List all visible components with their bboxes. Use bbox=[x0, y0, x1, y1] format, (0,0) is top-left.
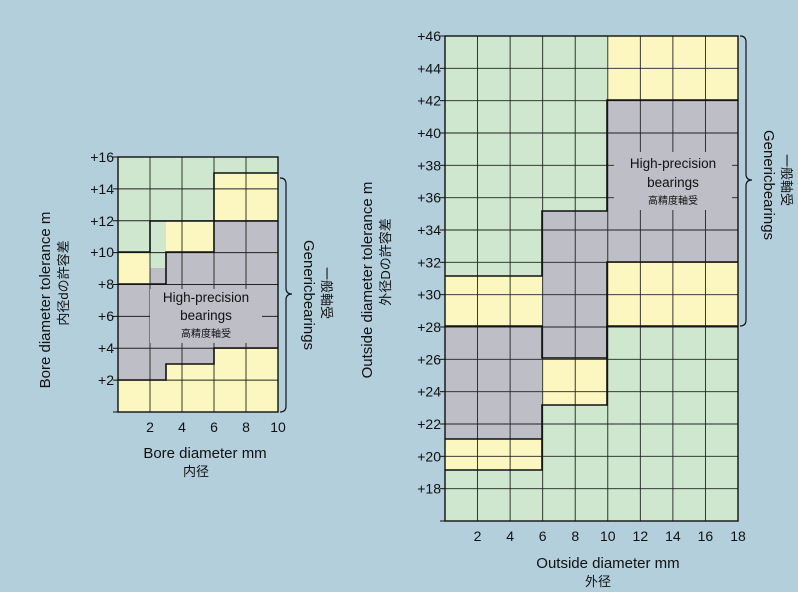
right-y-tick: +34 bbox=[417, 222, 441, 238]
grid-frame bbox=[444, 35, 739, 522]
right-y-tick: +22 bbox=[417, 416, 441, 432]
left-region-yellow-upper bbox=[118, 173, 278, 284]
left-x-ticks: 2 4 6 8 10 bbox=[146, 419, 286, 435]
right-x-tick: 8 bbox=[571, 528, 579, 544]
right-x-tick: 12 bbox=[633, 528, 649, 544]
right-x-tick: 14 bbox=[665, 528, 681, 544]
right-y-axis-label-jp: 外径Dの許容差 bbox=[378, 218, 393, 305]
right-y-tick: +46 bbox=[417, 28, 441, 44]
right-x-ticks: 2 4 6 8 10 12 14 16 18 bbox=[474, 528, 746, 544]
right-regions bbox=[445, 36, 738, 521]
right-upper-boundary bbox=[445, 99, 738, 277]
left-region-label-line2: bearings bbox=[180, 308, 232, 323]
left-chart: +16 +14 +12 +10 +8 +6 +4 +2 2 4 6 8 10 B… bbox=[37, 149, 334, 479]
right-y-tick: +26 bbox=[417, 351, 441, 367]
left-bracket-label-jp: 一般軸受 bbox=[319, 267, 334, 319]
right-y-tick: +42 bbox=[417, 93, 441, 109]
right-bracket bbox=[739, 35, 753, 327]
right-region-label-bg bbox=[614, 152, 732, 210]
right-mid-boundary bbox=[445, 261, 738, 359]
right-y-tick: +36 bbox=[417, 190, 441, 206]
left-y-tick: +2 bbox=[98, 372, 114, 388]
left-region-label-bg bbox=[150, 289, 262, 343]
right-region-label-line1: High-precision bbox=[630, 156, 716, 171]
left-x-axis-label-jp: 内径 bbox=[183, 464, 209, 479]
right-y-tick: +32 bbox=[417, 254, 441, 270]
left-region-label-jp: 高精度軸受 bbox=[181, 327, 231, 340]
left-region-yellow-step2 bbox=[166, 221, 214, 252]
left-region-yellow-step1 bbox=[118, 252, 150, 284]
left-x-tick: 2 bbox=[146, 419, 154, 435]
right-boundary-lines bbox=[445, 99, 738, 471]
right-region-label-line2: bearings bbox=[647, 175, 699, 190]
left-x-tick: 10 bbox=[270, 419, 286, 435]
right-x-tick: 16 bbox=[698, 528, 714, 544]
left-y-tick: +14 bbox=[90, 181, 114, 197]
right-bottom-boundary bbox=[445, 439, 543, 471]
right-y-ticks: +46 +44 +42 +40 +38 +36 +34 +32 +30 +28 +26 +24 +22 +… bbox=[417, 28, 441, 497]
right-y-tick: +38 bbox=[417, 157, 441, 173]
left-y-tick: +4 bbox=[98, 340, 114, 356]
right-y-axis-label: Outside diameter tolerance m bbox=[359, 182, 376, 379]
right-y-tick: +28 bbox=[417, 319, 441, 335]
right-lower-boundary bbox=[445, 325, 738, 440]
left-region-label-line1: High-precision bbox=[163, 290, 249, 305]
right-y-tick: +18 bbox=[417, 481, 441, 497]
left-x-tick: 6 bbox=[210, 419, 218, 435]
left-x-tick: 4 bbox=[178, 419, 186, 435]
right-x-axis-label-jp: 外径 bbox=[585, 574, 611, 589]
right-region-label-jp: 高精度軸受 bbox=[648, 194, 698, 207]
left-y-tick: +10 bbox=[90, 244, 114, 260]
left-y-tick: +12 bbox=[90, 213, 114, 229]
left-y-tick: +8 bbox=[98, 276, 114, 292]
right-x-axis-label: Outside diameter mm bbox=[536, 555, 679, 572]
right-x-tick: 18 bbox=[730, 528, 746, 544]
right-y-tick: +40 bbox=[417, 125, 441, 141]
left-y-axis-label-jp: 内径dの許容差 bbox=[56, 240, 71, 325]
right-region-label: High-precision bearings 高精度軸受 bbox=[614, 152, 732, 210]
left-y-tick: +16 bbox=[90, 149, 114, 165]
right-x-tick: 10 bbox=[600, 528, 616, 544]
left-upper-boundary bbox=[118, 172, 278, 253]
left-lower-boundary bbox=[118, 347, 278, 381]
left-x-axis-label: Bore diameter mm bbox=[143, 445, 266, 462]
right-region-yellow-step bbox=[542, 358, 607, 405]
right-region-yellow-bottom bbox=[445, 439, 542, 470]
right-grid bbox=[440, 35, 739, 522]
right-y-tick: +20 bbox=[417, 448, 441, 464]
left-bracket-label: Genericbearings bbox=[300, 240, 317, 350]
right-y-tick: +30 bbox=[417, 287, 441, 303]
left-bracket bbox=[279, 177, 293, 413]
left-y-axis-label: Bore diameter tolerance m bbox=[37, 212, 54, 389]
right-x-tick: 2 bbox=[474, 528, 482, 544]
left-region-label: High-precision bearings 高精度軸受 bbox=[150, 289, 262, 343]
right-y-tick: +44 bbox=[417, 60, 441, 76]
right-x-tick: 4 bbox=[506, 528, 514, 544]
left-boundary-lines bbox=[118, 172, 278, 381]
right-y-tick: +24 bbox=[417, 384, 441, 400]
left-mid-boundary bbox=[118, 220, 278, 285]
right-region-yellow-mid bbox=[445, 276, 542, 326]
left-x-tick: 8 bbox=[242, 419, 250, 435]
right-x-tick: 6 bbox=[539, 528, 547, 544]
left-y-ticks: +16 +14 +12 +10 +8 +6 +4 +2 bbox=[90, 149, 114, 388]
left-y-tick: +6 bbox=[98, 308, 114, 324]
right-bracket-label-jp: 一般軸受 bbox=[779, 154, 794, 206]
right-chart: +46 +44 +42 +40 +38 +36 +34 +32 +30 +28 +26 +24 +22 +… bbox=[359, 28, 794, 589]
right-bracket-label: Genericbearings bbox=[760, 130, 777, 240]
